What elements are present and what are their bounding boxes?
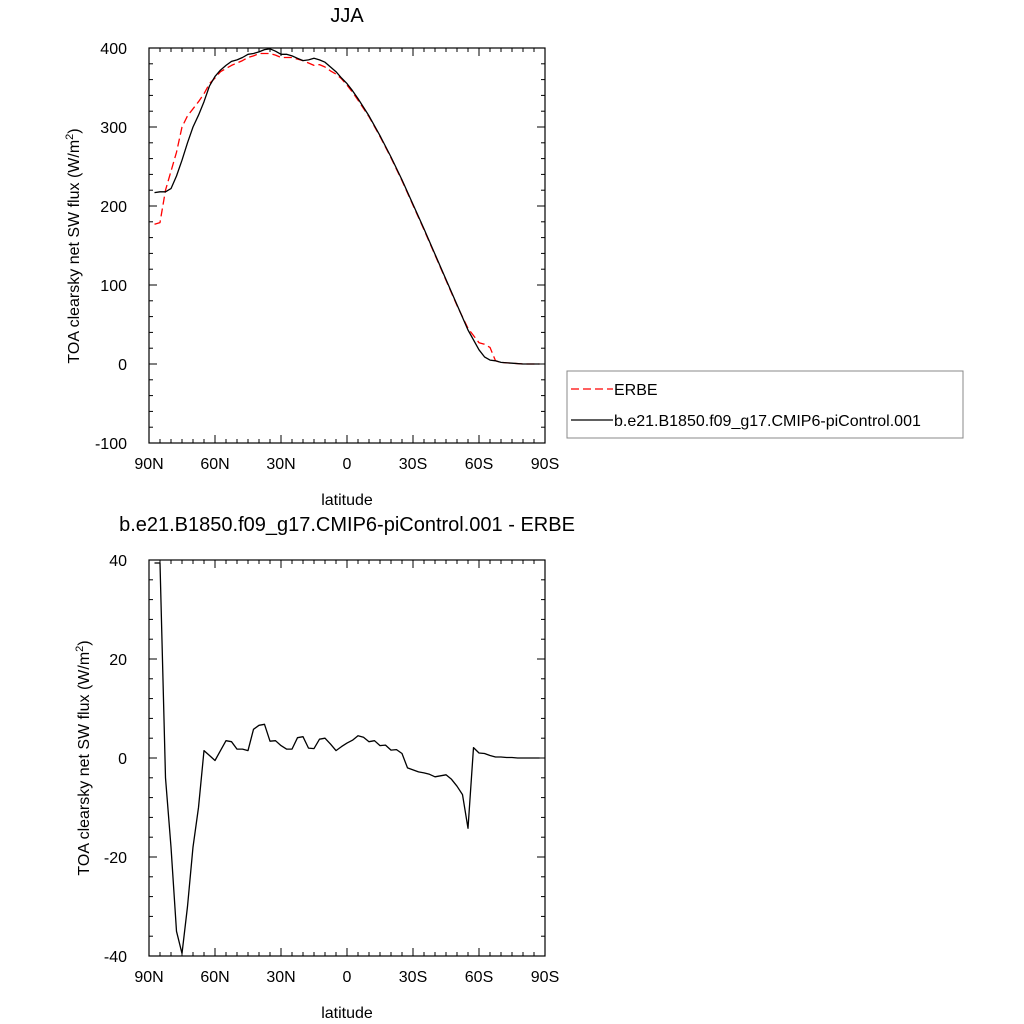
y-tick-label: 40 [109, 553, 127, 570]
y-tick-label: 300 [100, 120, 127, 137]
x-tick-label: 90N [134, 456, 163, 473]
x-tick-label: 90S [531, 456, 559, 473]
y-tick-label: 0 [118, 751, 127, 768]
legend-box [566, 370, 964, 439]
top-y-axis-label-end: ) [66, 128, 83, 133]
x-tick-label: 0 [343, 456, 352, 473]
bottom-x-axis-label: latitude [321, 1005, 373, 1022]
bottom-tick-labels: 90N 60N 30N 0 30S 60S 90S -40 -20 0 20 40 [104, 553, 559, 986]
x-tick-label: 30N [266, 456, 295, 473]
x-tick-label: 60N [200, 969, 229, 986]
legend: ERBE b.e21.B1850.f09_g17.CMIP6-piControl… [566, 370, 964, 439]
bottom-series-line-0 [154, 562, 540, 955]
x-tick-label: 0 [343, 969, 352, 986]
top-y-axis-label: TOA clearsky net SW flux (W/m2) [64, 128, 83, 363]
y-tick-label: -40 [104, 949, 127, 966]
y-tick-label: -20 [104, 850, 127, 867]
top-series-line-1 [154, 48, 540, 365]
bottom-title: b.e21.B1850.f09_g17.CMIP6-piControl.001 … [119, 514, 575, 536]
x-tick-label: 90N [134, 969, 163, 986]
bottom-y-axis-label-text: TOA clearsky net SW flux (W/m [76, 652, 93, 876]
y-tick-label: 400 [100, 41, 127, 58]
bottom-series-group [154, 562, 540, 955]
top-ticks [148, 47, 546, 444]
legend-label-model: b.e21.B1850.f09_g17.CMIP6-piControl.001 [614, 413, 921, 430]
y-tick-label: 0 [118, 357, 127, 374]
top-y-axis-label-text: TOA clearsky net SW flux (W/m [66, 140, 83, 364]
x-tick-label: 30N [266, 969, 295, 986]
bottom-ticks [148, 559, 546, 957]
top-y-axis-label-sup: 2 [64, 134, 76, 140]
x-tick-label: 30S [399, 969, 427, 986]
x-tick-label: 30S [399, 456, 427, 473]
bottom-y-axis-label-sup: 2 [74, 646, 86, 652]
x-tick-label: 90S [531, 969, 559, 986]
top-plot-frame [148, 47, 546, 444]
x-tick-label: 60N [200, 456, 229, 473]
y-tick-label: -100 [95, 436, 127, 453]
y-tick-label: 20 [109, 652, 127, 669]
top-tick-labels: 90N 60N 30N 0 30S 60S 90S -100 0 100 200 300 400 [95, 41, 559, 473]
y-tick-label: 100 [100, 278, 127, 295]
top-panel: JJA 90N 60N 30N 0 30S 60S 90S -100 0 100 200 300 400… [64, 5, 964, 509]
x-tick-label: 60S [465, 456, 493, 473]
x-tick-label: 60S [465, 969, 493, 986]
legend-label-erbe: ERBE [614, 382, 658, 399]
top-title: JJA [330, 5, 364, 27]
top-series-line-0 [154, 52, 540, 365]
y-tick-label: 200 [100, 199, 127, 216]
bottom-panel: b.e21.B1850.f09_g17.CMIP6-piControl.001 … [74, 514, 575, 1022]
top-x-axis-label: latitude [321, 492, 373, 509]
bottom-y-axis-label: TOA clearsky net SW flux (W/m2) [74, 640, 93, 875]
bottom-y-axis-label-end: ) [76, 640, 93, 645]
bottom-plot-frame [148, 559, 546, 957]
top-series-group [154, 48, 540, 365]
